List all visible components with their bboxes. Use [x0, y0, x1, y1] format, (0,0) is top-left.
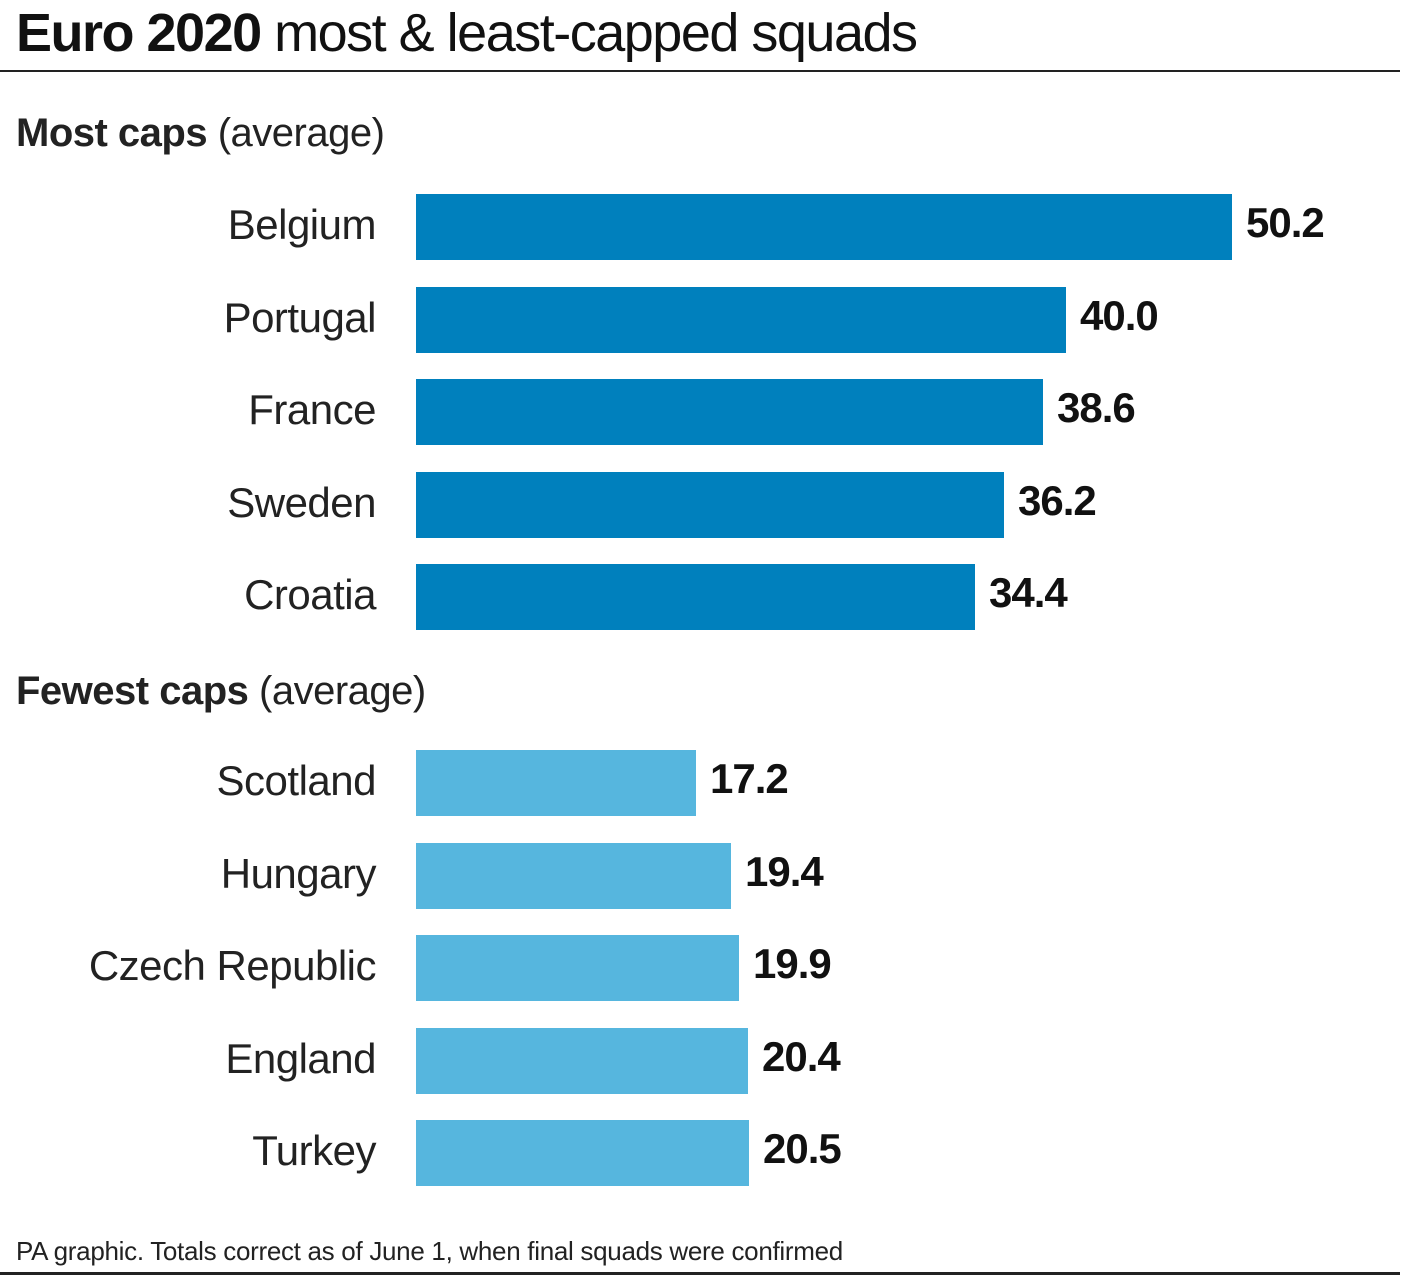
fewest-value-label: 17.2: [710, 755, 789, 802]
most-value-label: 38.6: [1057, 384, 1136, 431]
fewest-value-label: 20.4: [762, 1033, 841, 1080]
fewest-caps-heading-bold: Fewest caps: [16, 669, 249, 713]
fewest-value-label: 19.4: [745, 848, 824, 895]
most-bar: [416, 194, 1232, 260]
fewest-category-label: Scotland: [216, 757, 377, 804]
fewest-category-label: Turkey: [252, 1127, 376, 1174]
most-bar: [416, 287, 1066, 353]
chart-title-rest: most & least-capped squads: [260, 3, 918, 63]
most-caps-heading-rest: (average): [207, 111, 385, 155]
most-value-label: 36.2: [1018, 477, 1097, 524]
fewest-caps-heading: Fewest caps (average): [16, 668, 426, 714]
source-note: PA graphic. Totals correct as of June 1,…: [16, 1236, 843, 1266]
chart-title-bold: Euro 2020: [16, 3, 262, 63]
most-caps-heading-bold: Most caps: [16, 111, 208, 155]
fewest-value-label: 20.5: [763, 1125, 842, 1172]
most-category-label: Portugal: [223, 294, 377, 341]
most-bar: [416, 379, 1043, 445]
chart-title: Euro 2020 most & least-capped squads: [16, 2, 918, 64]
most-value-label: 50.2: [1246, 199, 1325, 246]
fewest-category-label: Hungary: [220, 850, 377, 897]
fewest-category-label: Czech Republic: [88, 942, 377, 989]
bottom-divider: [0, 1272, 1400, 1275]
most-value-label: 34.4: [989, 569, 1068, 616]
fewest-value-label: 19.9: [753, 940, 832, 987]
fewest-bar: [416, 1120, 749, 1186]
fewest-caps-heading-rest: (average): [248, 669, 426, 713]
fewest-bar: [416, 935, 739, 1001]
fewest-bar: [416, 750, 696, 816]
most-category-label: France: [248, 386, 376, 433]
most-value-label: 40.0: [1080, 292, 1159, 339]
title-divider: [0, 70, 1400, 72]
most-caps-heading: Most caps (average): [16, 110, 385, 156]
fewest-bar: [416, 1028, 748, 1094]
fewest-category-label: England: [225, 1035, 376, 1082]
most-category-label: Sweden: [227, 479, 376, 526]
most-bar: [416, 472, 1004, 538]
most-category-label: Belgium: [227, 201, 377, 248]
fewest-bar: [416, 843, 731, 909]
most-bar: [416, 564, 975, 630]
most-category-label: Croatia: [244, 571, 376, 618]
